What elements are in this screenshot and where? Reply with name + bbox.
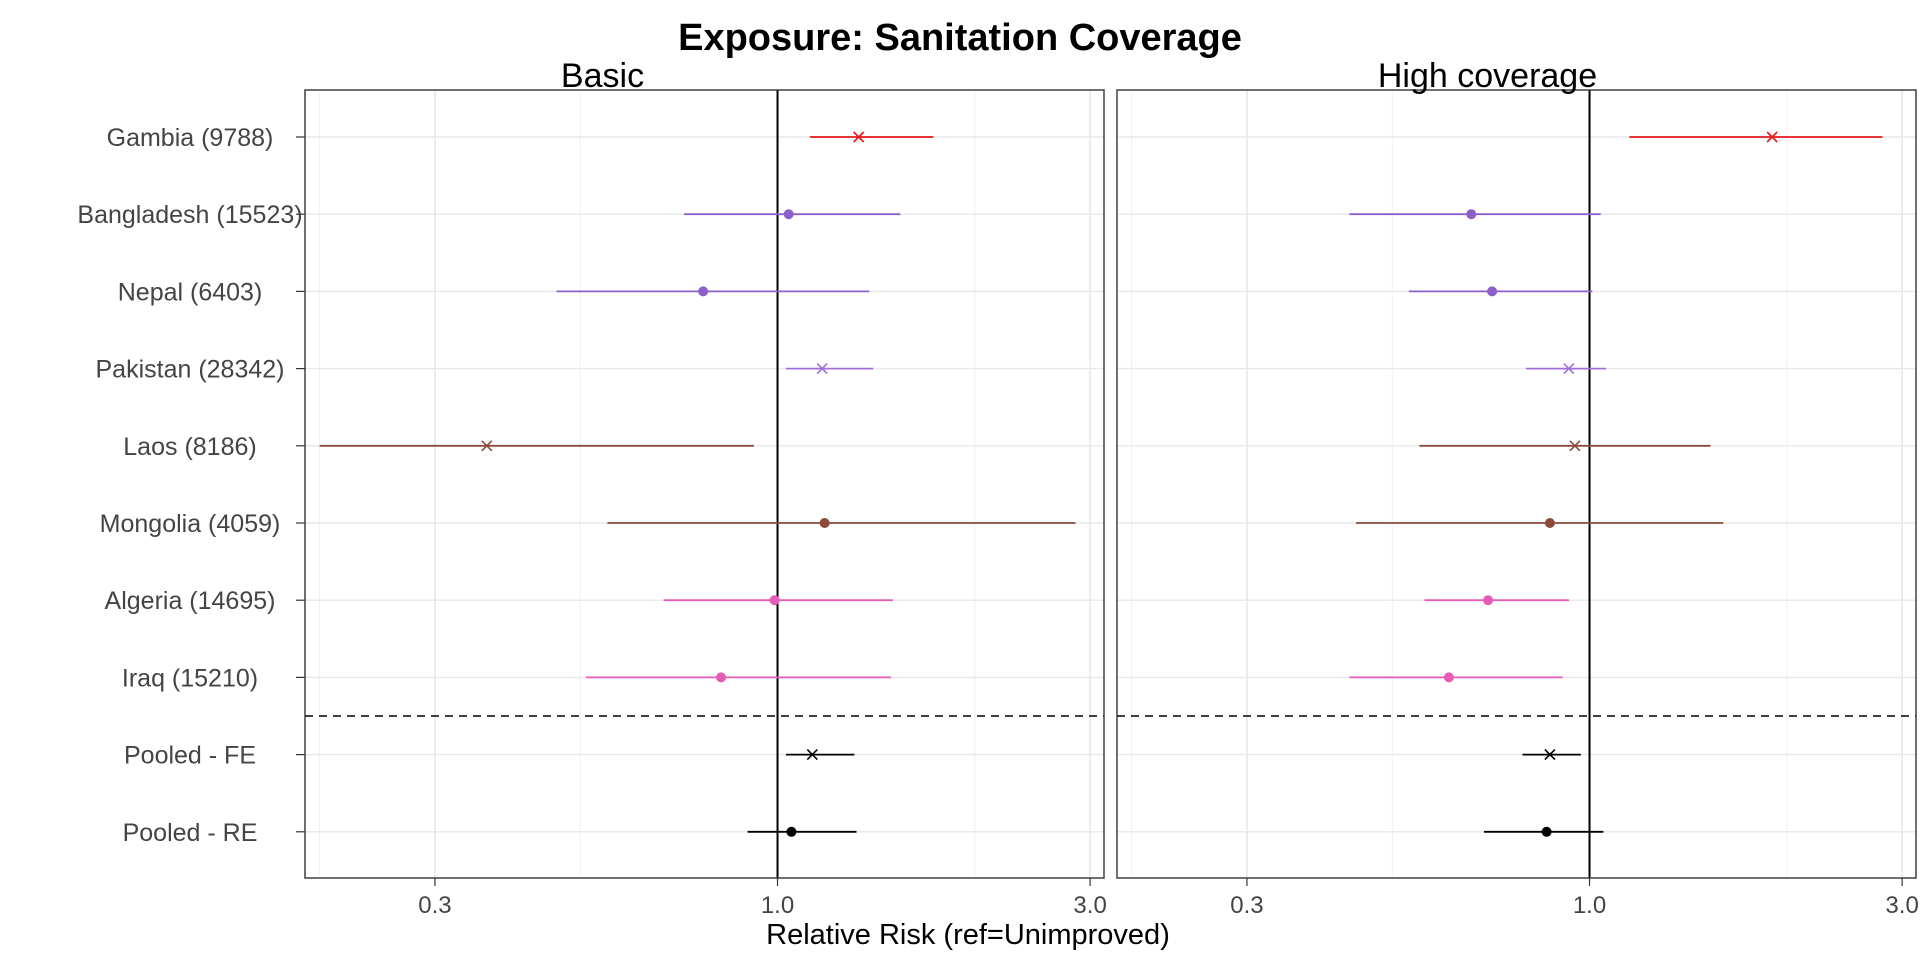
estimate-point	[1483, 595, 1494, 606]
estimate-point-x	[816, 363, 828, 375]
estimate-x-stroke	[481, 440, 493, 452]
y-tick-label: Pooled - FE	[124, 742, 256, 770]
x-tick-label: 0.3	[418, 892, 451, 919]
y-tick-label: Nepal (6403)	[118, 278, 263, 306]
estimate-point	[786, 826, 797, 837]
y-tick-label: Algeria (14695)	[105, 587, 276, 615]
estimate-point-x	[1563, 363, 1575, 375]
estimate-point-x	[1569, 440, 1581, 452]
x-tick-label: 3.0	[1073, 892, 1106, 919]
estimate-point-x	[853, 131, 865, 143]
estimate-x-stroke	[1563, 363, 1575, 375]
estimate-x-stroke	[806, 749, 818, 761]
estimate-point	[769, 595, 780, 606]
estimate-point	[819, 518, 830, 528]
estimate-x-stroke	[1544, 749, 1556, 761]
estimate-point	[1487, 286, 1498, 297]
y-tick-label: Pooled - RE	[123, 819, 258, 847]
y-tick-label: Bangladesh (15523)	[77, 201, 302, 229]
estimate-x-stroke	[1569, 440, 1581, 452]
panel-background	[1117, 90, 1916, 878]
estimate-point-x	[481, 440, 493, 452]
estimate-point	[1466, 209, 1477, 220]
y-tick-label: Iraq (15210)	[122, 664, 258, 692]
x-tick-label: 1.0	[761, 892, 794, 919]
estimate-x-stroke	[853, 131, 865, 143]
x-tick-label: 0.3	[1230, 892, 1263, 919]
panel-background	[305, 90, 1104, 878]
panel-title: High coverage	[1378, 57, 1597, 95]
x-tick-label: 3.0	[1885, 892, 1918, 919]
y-tick-label: Mongolia (4059)	[100, 510, 281, 538]
panel-title: Basic	[561, 57, 644, 95]
y-tick-label: Pakistan (28342)	[95, 356, 284, 384]
estimate-point-x	[1544, 749, 1556, 761]
panel-border	[1116, 89, 1917, 879]
estimate-point	[783, 209, 794, 220]
estimate-point	[698, 286, 709, 297]
y-tick-label: Gambia (9788)	[107, 124, 274, 152]
y-tick-label: Laos (8186)	[123, 433, 256, 461]
estimate-point-x	[1766, 131, 1778, 143]
panel-border	[304, 89, 1105, 879]
x-tick-label: 1.0	[1573, 892, 1606, 919]
estimate-point	[716, 672, 727, 683]
estimate-x-stroke	[816, 363, 828, 375]
chart-title: Exposure: Sanitation Coverage	[678, 17, 1242, 59]
estimate-point	[1541, 826, 1552, 837]
estimate-point	[1443, 672, 1454, 683]
estimate-point-x	[806, 749, 818, 761]
panel-2: High coverage 0.3 1.0 3.0	[1116, 57, 1919, 919]
estimate-point	[1544, 518, 1555, 528]
x-axis-label: Relative Risk (ref=Unimproved)	[766, 919, 1170, 951]
panel-1: Basic 0.3 1.0 3.0	[304, 57, 1107, 919]
estimate-x-stroke	[1766, 131, 1778, 143]
